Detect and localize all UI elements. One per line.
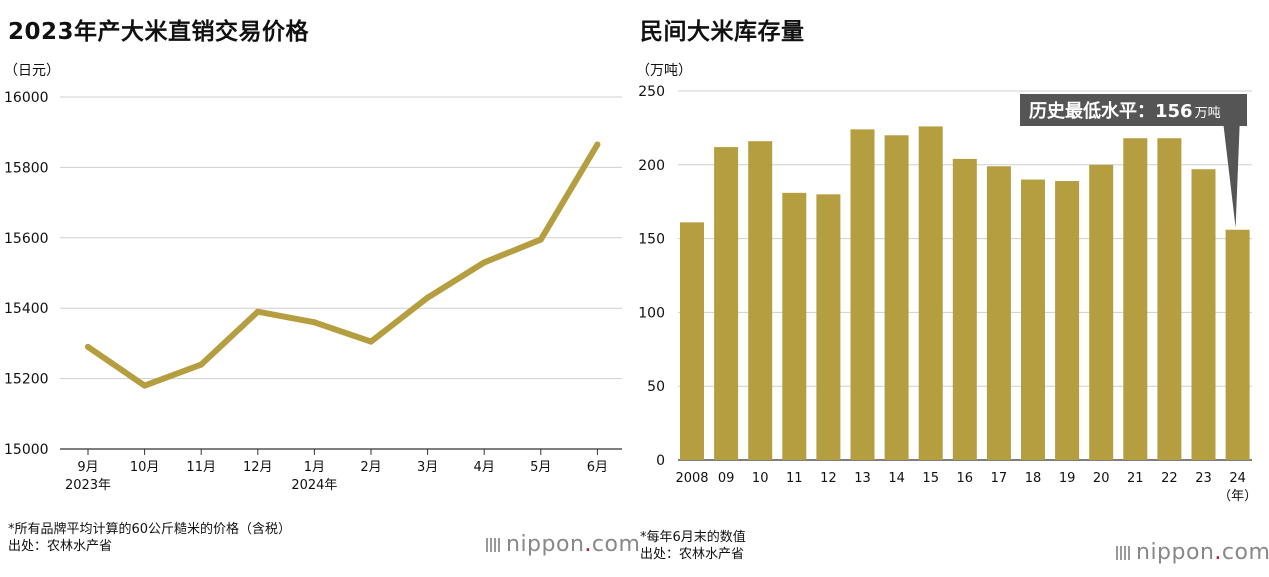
logo-name: nippon: [506, 532, 585, 557]
y-tick-label: 250: [638, 84, 665, 100]
x-tick-label: 09: [718, 471, 735, 486]
nippon-logo: nippon.com: [486, 532, 640, 557]
price-data-point: [424, 294, 431, 301]
stock-bar: [850, 129, 875, 460]
x-tick-label: 10: [752, 471, 769, 486]
logo-name: nippon: [1136, 540, 1215, 565]
x-tick-label: 20: [1093, 471, 1110, 486]
price-data-point: [254, 308, 261, 315]
x-tick-label: 15: [922, 471, 939, 486]
callout-pointer: [1223, 126, 1240, 228]
stock-bar: [816, 194, 841, 460]
stock-chart-unit: （万吨）: [636, 63, 692, 79]
price-chart-title: 2023年产大米直销交易价格: [8, 19, 310, 45]
stock-bar: [952, 158, 977, 460]
y-tick-label: 15800: [4, 160, 49, 176]
logo-tld: com: [1221, 540, 1269, 565]
x-tick-label: 5月: [530, 460, 551, 475]
x-tick-label: 12月: [243, 460, 273, 475]
logo-tld: com: [591, 532, 641, 557]
stock-footnote-text: *每年6月末的数值: [640, 530, 746, 545]
y-tick-label: 15400: [4, 301, 49, 317]
callout-text: 历史最低水平：156 万吨: [1029, 100, 1221, 122]
x-tick-label: 2月: [360, 460, 381, 475]
stock-bar: [884, 135, 909, 460]
x-tick-label: 24: [1229, 471, 1246, 486]
y-tick-label: 15000: [4, 442, 49, 458]
y-tick-label: 150: [638, 232, 665, 248]
stock-chart-title: 民间大米库存量: [640, 19, 805, 45]
nippon-logo-icon: [486, 538, 500, 552]
stock-bar: [748, 141, 773, 460]
x-tick-label: 2008: [675, 471, 708, 486]
x-tick-label: 4月: [474, 460, 495, 475]
x-tick-label: 11: [786, 471, 803, 486]
stock-bar: [1157, 138, 1182, 460]
price-data-point: [481, 259, 488, 266]
x-tick-label: 17: [991, 471, 1008, 486]
callout-box: [1020, 94, 1247, 126]
nippon-logo-icon: [1116, 546, 1130, 560]
y-tick-label: 16000: [4, 90, 49, 106]
x-tick-label: 19: [1059, 471, 1076, 486]
price-data-point: [141, 382, 148, 389]
logo-dot: .: [584, 532, 592, 557]
x-tick-label: 10月: [130, 460, 160, 475]
stock-bar: [680, 222, 704, 460]
callout-unit-text: 万吨: [1195, 106, 1221, 121]
stock-bar: [1055, 181, 1080, 460]
price-series-line: [85, 141, 601, 389]
nippon-logo: nippon.com: [1116, 540, 1269, 565]
stock-chart-footnote: *每年6月末的数值 出处：农林水产省: [640, 529, 746, 563]
stock-bar: [782, 192, 807, 460]
stock-bar: [918, 126, 943, 460]
y-tick-label: 15600: [4, 231, 49, 247]
x-tick-label: 16: [957, 471, 974, 486]
x-tick-label: 14: [888, 471, 905, 486]
stock-bar: [1123, 138, 1148, 460]
y-tick-label: 50: [647, 379, 665, 395]
y-tick-label: 100: [638, 305, 665, 321]
price-footnote-text: *所有品牌平均计算的60公斤糙米的价格（含税）: [8, 522, 292, 537]
stock-bar: [1191, 169, 1216, 460]
y-tick-label: 200: [638, 158, 665, 174]
stock-bar: [986, 166, 1011, 460]
x-tick-label: 18: [1025, 471, 1042, 486]
logo-dot: .: [1214, 540, 1222, 565]
price-data-point: [198, 361, 205, 368]
x-tick-label: 6月: [587, 460, 608, 475]
price-data-point: [537, 236, 544, 243]
price-chart-panel: 2023年产大米直销交易价格 （日元） 15000 15200 15400 15600…: [4, 19, 640, 557]
x-year-unit-label: （年）: [1218, 489, 1257, 504]
x-tick-label: 11月: [186, 460, 216, 475]
x-tick-label: 9月: [77, 460, 98, 475]
price-line-chart: 15000 15200 15400 15600 15800 16000 9月 2023年 10月…: [4, 90, 622, 493]
stock-bar: [1089, 164, 1114, 461]
stock-bar: [714, 147, 739, 460]
x-tick-label: 12: [820, 471, 837, 486]
price-data-point: [368, 338, 374, 345]
callout-main-text: 历史最低水平：156: [1029, 100, 1193, 122]
x-tick-label: 21: [1127, 471, 1144, 486]
stock-source-text: 出处：农林水产省: [640, 547, 745, 562]
price-data-point: [594, 141, 601, 148]
stock-bar: [1021, 179, 1045, 460]
x-tick-label: 23: [1195, 471, 1212, 486]
y-tick-label: 15200: [4, 372, 49, 388]
x-tick-label: 3月: [417, 460, 438, 475]
price-chart-footnote: *所有品牌平均计算的60公斤糙米的价格（含税） 出处：农林水产省: [8, 521, 291, 555]
stock-bar-chart: 0 50 100 150 200 250 2008 09 10 11 12 13 14 15 16 17 18 1…: [638, 84, 1257, 504]
x-year-label: 2023年: [65, 478, 111, 493]
x-tick-label: 13: [854, 471, 871, 486]
price-data-point: [311, 319, 318, 326]
x-year-label: 2024年: [291, 478, 337, 493]
stock-chart-panel: 民间大米库存量 （万吨） 0 50 100 150 200 250 2008 09 10 11 12…: [635, 0, 1269, 577]
x-tick-label: 1月: [304, 460, 325, 475]
price-data-point: [85, 343, 91, 350]
stock-bar: [1225, 229, 1250, 460]
price-chart-unit: （日元）: [4, 63, 60, 79]
x-tick-label: 22: [1161, 471, 1178, 486]
y-tick-label: 0: [656, 453, 665, 469]
price-source-text: 出处：农林水产省: [8, 539, 113, 554]
